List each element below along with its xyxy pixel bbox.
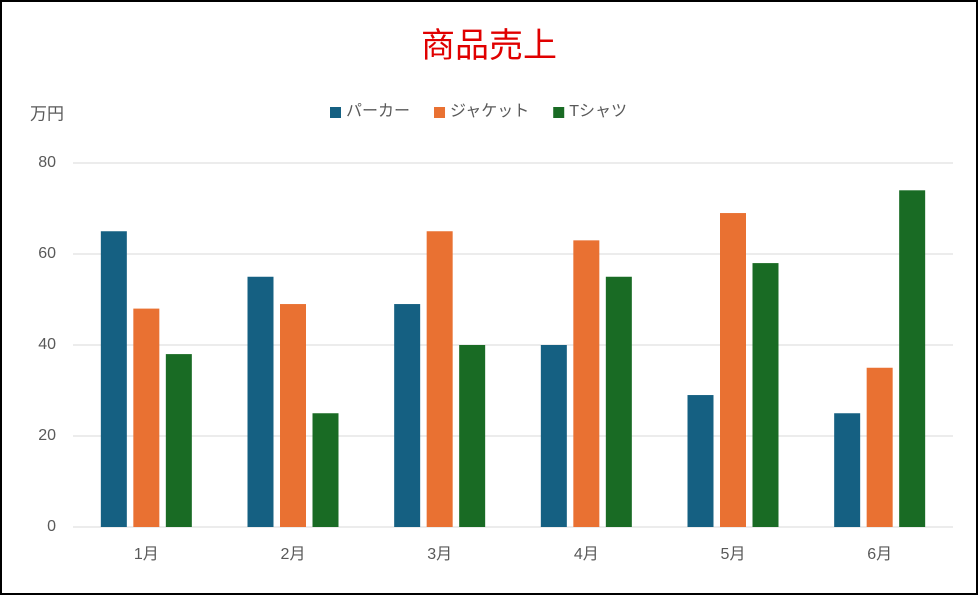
x-tick-label: 4月: [574, 546, 599, 563]
x-tick-label: 3月: [427, 546, 452, 563]
legend-swatch: [330, 107, 341, 118]
bar: [540, 345, 567, 527]
y-tick-label: 80: [38, 154, 56, 171]
y-tick-label: 60: [38, 245, 56, 262]
bar: [247, 276, 274, 527]
y-tick-label: 20: [38, 427, 56, 444]
bar: [133, 308, 160, 527]
bar: [752, 263, 779, 527]
bar: [573, 240, 600, 527]
y-tick-label: 40: [38, 336, 56, 353]
legend-swatch: [434, 107, 446, 118]
x-tick-label: 6月: [867, 546, 892, 563]
y-tick-label: 0: [47, 518, 56, 535]
bar: [280, 304, 306, 527]
y-axis-label: 万円: [30, 104, 64, 123]
bar: [605, 276, 632, 527]
x-tick-label: 2月: [281, 546, 306, 563]
bar: [866, 367, 893, 527]
legend-label: Tシャツ: [569, 103, 627, 120]
bar: [899, 190, 926, 528]
bar: [720, 213, 746, 528]
legend-label: パーカー: [346, 103, 410, 120]
bar: [687, 395, 714, 527]
bar: [165, 354, 192, 527]
bar: [312, 413, 339, 527]
bar: [834, 413, 861, 527]
bar: [426, 231, 453, 527]
bar: [394, 304, 421, 527]
chart-title: 商品売上: [421, 27, 557, 65]
x-tick-label: 1月: [134, 546, 159, 563]
legend-swatch: [553, 107, 565, 118]
bar: [100, 231, 127, 527]
bar: [459, 345, 486, 527]
x-tick-label: 5月: [721, 546, 746, 563]
legend-label: ジャケット: [450, 102, 529, 120]
